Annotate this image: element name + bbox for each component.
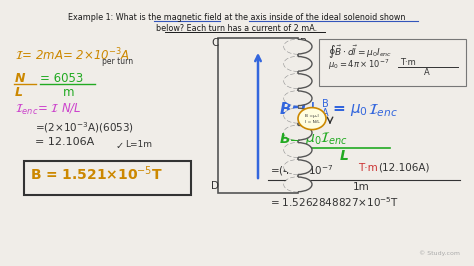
Text: per turn: per turn	[102, 57, 133, 66]
Text: B =μ₀I: B =μ₀I	[305, 114, 319, 118]
Text: m: m	[63, 86, 74, 99]
Text: $\oint\vec{B}\cdot d\vec{l} = \mu_0 I_{enc}$: $\oint\vec{B}\cdot d\vec{l} = \mu_0 I_{e…	[328, 44, 392, 61]
Text: © Study.com: © Study.com	[419, 250, 460, 256]
Text: $\mathcal{I}$= 2mA= 2×10$^{-3}$A: $\mathcal{I}$= 2mA= 2×10$^{-3}$A	[15, 47, 130, 64]
Text: (12.106A): (12.106A)	[378, 163, 429, 173]
Text: I = N/L: I = N/L	[305, 120, 319, 124]
Text: =(2×10$^{-3}$A)(6053): =(2×10$^{-3}$A)(6053)	[35, 120, 134, 135]
Text: A: A	[322, 108, 328, 118]
Text: L=1m: L=1m	[125, 140, 152, 149]
Text: $\mu_0 = 4\pi\times10^{-7}$: $\mu_0 = 4\pi\times10^{-7}$	[328, 58, 389, 72]
Bar	[218, 38, 298, 193]
Text: below? Each turn has a current of 2 mA.: below? Each turn has a current of 2 mA.	[156, 24, 318, 33]
Text: =(4$\pi\times10^{-7}$: =(4$\pi\times10^{-7}$	[270, 163, 334, 178]
Text: L: L	[15, 86, 23, 99]
Ellipse shape	[284, 143, 312, 157]
Text: A: A	[300, 181, 307, 191]
FancyBboxPatch shape	[24, 161, 191, 195]
Text: = 6053: = 6053	[40, 72, 83, 85]
Text: L: L	[340, 149, 349, 163]
Ellipse shape	[284, 160, 312, 174]
Text: B = 1.521×10$^{-5}$T: B = 1.521×10$^{-5}$T	[30, 164, 163, 182]
Ellipse shape	[284, 177, 312, 192]
Text: B•L|: B•L|	[280, 102, 317, 118]
Text: $\checkmark$: $\checkmark$	[115, 140, 124, 150]
Text: $\mathcal{I}_{enc}$= $\mathcal{I}$ N/L: $\mathcal{I}_{enc}$= $\mathcal{I}$ N/L	[15, 102, 82, 117]
Text: B: B	[322, 99, 329, 109]
Ellipse shape	[284, 91, 312, 106]
Text: D: D	[211, 181, 219, 191]
Text: C: C	[211, 38, 219, 48]
Text: = 12.106A: = 12.106A	[35, 137, 94, 147]
Text: = $\mu_0$: = $\mu_0$	[332, 102, 368, 118]
Text: A: A	[424, 68, 430, 77]
Text: B=: B=	[280, 132, 302, 146]
Text: B: B	[300, 38, 307, 48]
Text: N: N	[15, 72, 26, 85]
Ellipse shape	[284, 125, 312, 140]
Text: $\mathcal{I}_{enc}$: $\mathcal{I}_{enc}$	[368, 102, 398, 119]
Text: $\mu_0\mathcal{I}_{enc}$: $\mu_0\mathcal{I}_{enc}$	[305, 130, 348, 147]
Ellipse shape	[284, 74, 312, 88]
Ellipse shape	[284, 108, 312, 123]
Text: T·m: T·m	[400, 58, 416, 67]
Ellipse shape	[284, 56, 312, 71]
Ellipse shape	[298, 108, 326, 130]
Ellipse shape	[284, 39, 312, 54]
FancyBboxPatch shape	[319, 39, 466, 86]
Text: 1m: 1m	[353, 182, 370, 192]
Text: = 1.5262848827×10$^{-5}$T: = 1.5262848827×10$^{-5}$T	[270, 195, 399, 209]
Text: T·m: T·m	[358, 163, 378, 173]
Text: Example 1: What is the magnetic field at the axis inside of the ideal solenoid s: Example 1: What is the magnetic field at…	[68, 13, 406, 22]
